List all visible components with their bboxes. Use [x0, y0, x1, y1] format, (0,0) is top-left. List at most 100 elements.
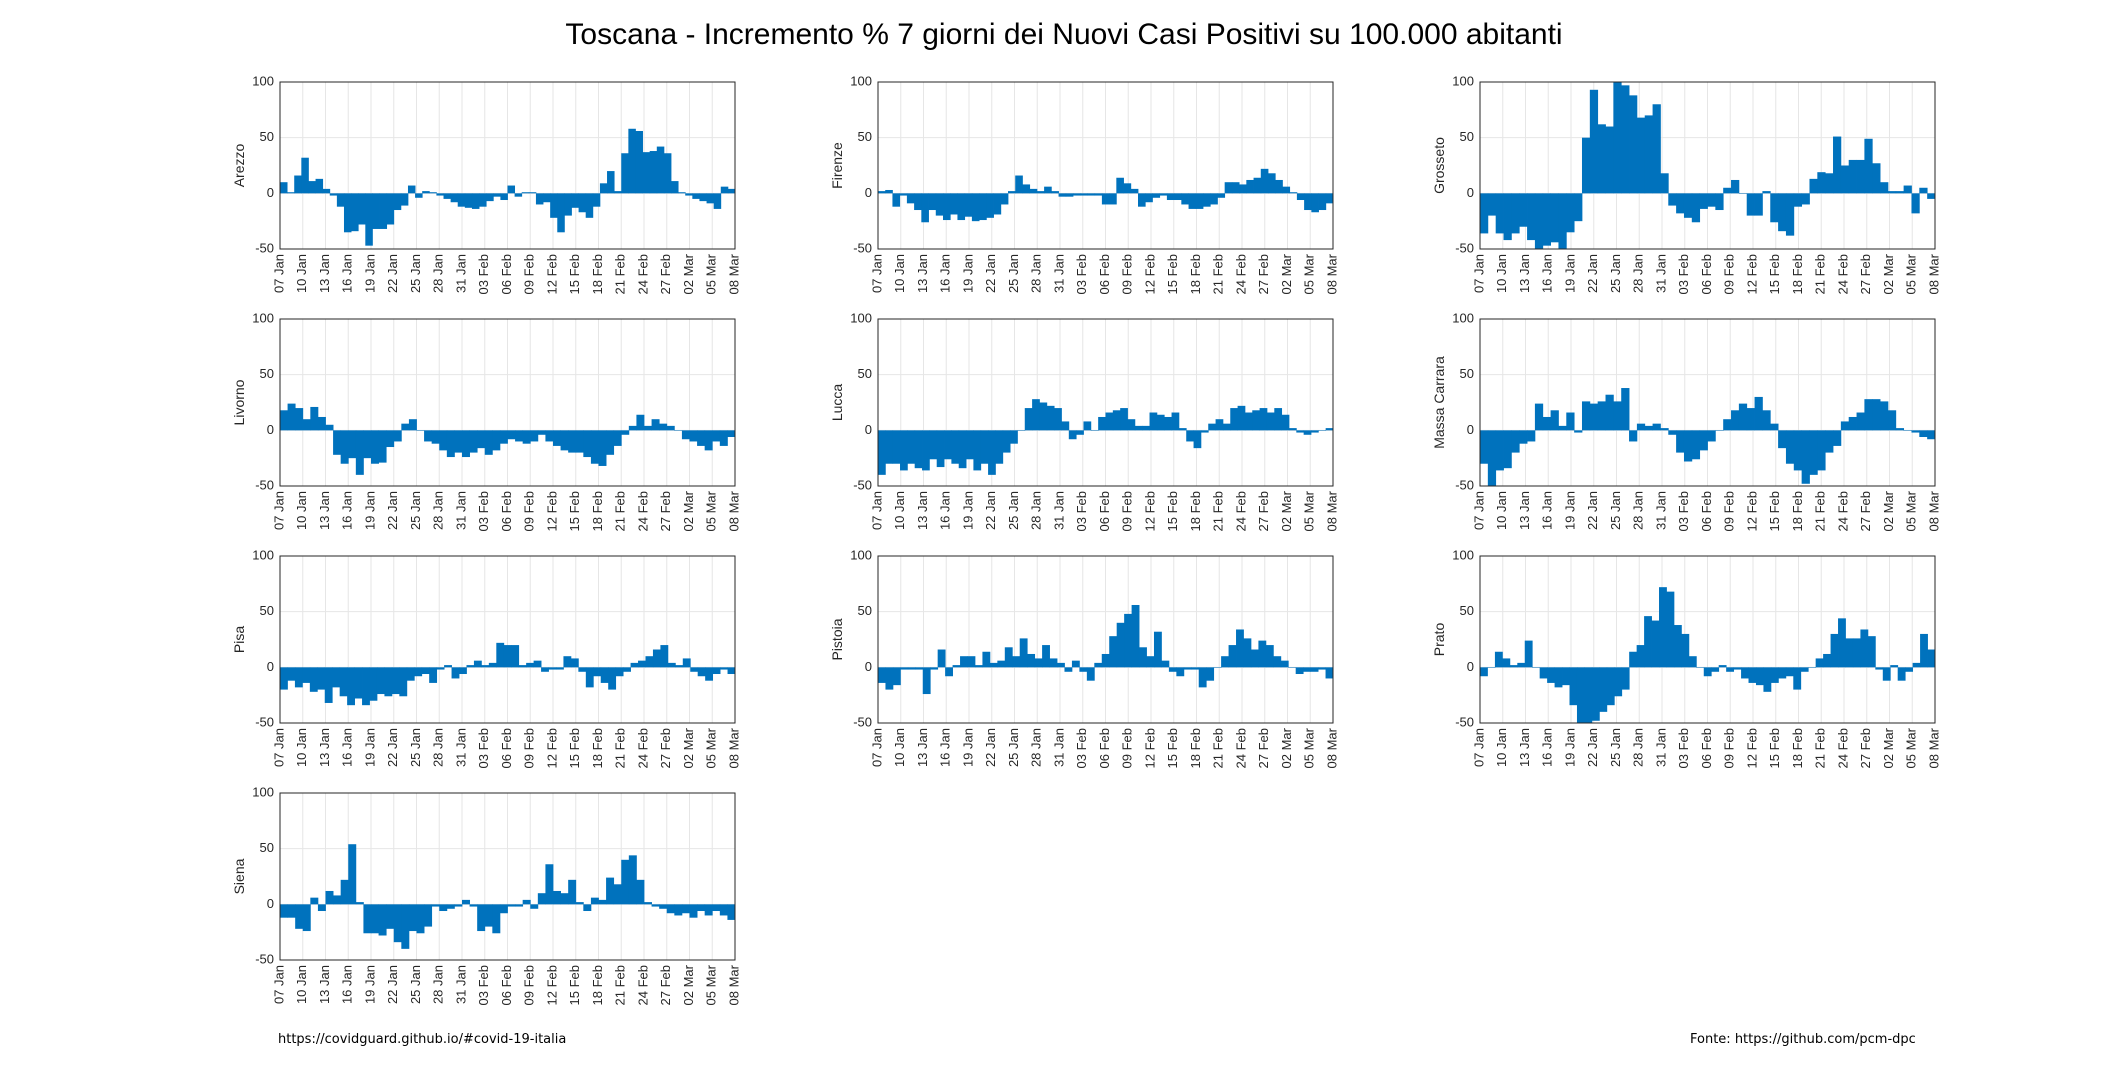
x-tick-label: 28 Jan	[431, 965, 446, 1004]
bar	[499, 904, 508, 914]
bar	[1124, 613, 1133, 668]
bar	[507, 904, 516, 907]
bar	[333, 895, 342, 905]
bar	[310, 897, 319, 905]
x-tick-label: 15 Feb	[1165, 491, 1180, 531]
bar	[363, 904, 372, 934]
x-tick-label: 18 Feb	[1790, 728, 1805, 768]
x-tick-label: 09 Feb	[1722, 254, 1737, 294]
x-tick-label: 24 Feb	[635, 254, 650, 294]
bar	[1614, 667, 1623, 697]
bar	[1651, 620, 1660, 668]
bar	[1778, 667, 1787, 679]
bar	[1660, 428, 1669, 431]
bar	[355, 430, 364, 475]
bar	[623, 667, 631, 672]
bar	[436, 193, 444, 196]
bar	[660, 645, 669, 668]
bar	[1051, 191, 1059, 194]
x-tick-label: 06 Feb	[1699, 728, 1714, 768]
x-tick-label: 18 Feb	[590, 965, 605, 1005]
bar	[1576, 667, 1585, 723]
bar	[424, 430, 433, 442]
bar	[1318, 430, 1327, 431]
bar	[486, 193, 494, 202]
bar	[636, 879, 645, 905]
x-tick-label: 31 Jan	[1653, 254, 1668, 293]
bar	[386, 430, 395, 448]
bar	[1213, 667, 1222, 668]
y-axis-label: Firenze	[829, 142, 845, 189]
x-tick-label: 21 Feb	[613, 491, 628, 531]
bar	[1738, 403, 1748, 431]
bar	[1659, 587, 1667, 668]
bar	[1890, 665, 1899, 668]
bar	[1815, 658, 1824, 668]
bar	[1519, 430, 1528, 444]
bar	[1098, 416, 1106, 431]
x-tick-label: 27 Feb	[1256, 254, 1271, 294]
bar	[878, 667, 886, 683]
y-axis-label: Siena	[231, 858, 247, 894]
bar	[1058, 193, 1067, 197]
x-tick-label: 03 Feb	[476, 728, 491, 768]
bar	[1754, 396, 1763, 431]
bar	[663, 153, 672, 194]
bar	[1830, 633, 1839, 668]
x-tick-label: 08 Mar	[1324, 253, 1339, 294]
bar	[351, 193, 359, 232]
bar	[628, 855, 637, 905]
bar	[607, 171, 615, 194]
bar	[1895, 191, 1905, 194]
bar	[666, 904, 675, 914]
bar	[1895, 428, 1905, 431]
x-tick-label: 03 Feb	[1676, 491, 1691, 531]
bar	[621, 859, 630, 905]
x-tick-label: 02 Mar	[1881, 490, 1896, 531]
bar	[1083, 421, 1092, 431]
bar	[1581, 137, 1591, 194]
bar	[1726, 667, 1735, 672]
bar	[1019, 638, 1028, 668]
bar	[1487, 667, 1496, 668]
x-tick-label: 19 Jan	[362, 491, 377, 530]
bar	[966, 430, 974, 460]
bar	[951, 430, 960, 464]
bar	[391, 667, 400, 695]
x-tick-label: 28 Jan	[1029, 728, 1044, 767]
bar	[1178, 428, 1187, 431]
bar	[325, 424, 334, 431]
bar	[621, 430, 630, 435]
bar	[1864, 399, 1873, 431]
bar	[1566, 412, 1575, 431]
x-tick-label: 10 Jan	[1494, 254, 1509, 293]
x-tick-label: 18 Feb	[1790, 491, 1805, 531]
bar	[1801, 193, 1810, 205]
x-tick-label: 03 Feb	[476, 965, 491, 1005]
bar	[885, 667, 894, 690]
bar	[1683, 430, 1693, 462]
bar	[287, 904, 296, 918]
x-tick-label: 19 Jan	[362, 965, 377, 1004]
x-tick-label: 06 Feb	[1699, 491, 1714, 531]
bar	[317, 416, 326, 431]
bar	[1880, 401, 1889, 431]
bar	[1911, 193, 1920, 214]
bar	[1840, 421, 1850, 431]
bar	[1206, 667, 1215, 681]
bar	[712, 430, 721, 442]
bar	[685, 193, 693, 196]
bar	[1733, 667, 1742, 670]
bar	[280, 410, 288, 431]
bar	[1731, 410, 1740, 431]
chart-firenze: 07 Jan 10 Jan 13 Jan 16 Jan 19 Jan 22 Jan 25 J…	[829, 73, 1339, 294]
bar	[1029, 188, 1038, 194]
x-tick-label: 16 Jan	[938, 254, 953, 293]
x-tick-label: 05 Mar	[704, 253, 719, 294]
x-tick-label: 07 Jan	[271, 491, 286, 530]
bar	[1718, 665, 1727, 668]
bar	[1002, 430, 1011, 453]
x-tick-label: 31 Jan	[1653, 491, 1668, 530]
y-tick-label: -50	[255, 477, 274, 492]
bar	[1711, 667, 1720, 672]
